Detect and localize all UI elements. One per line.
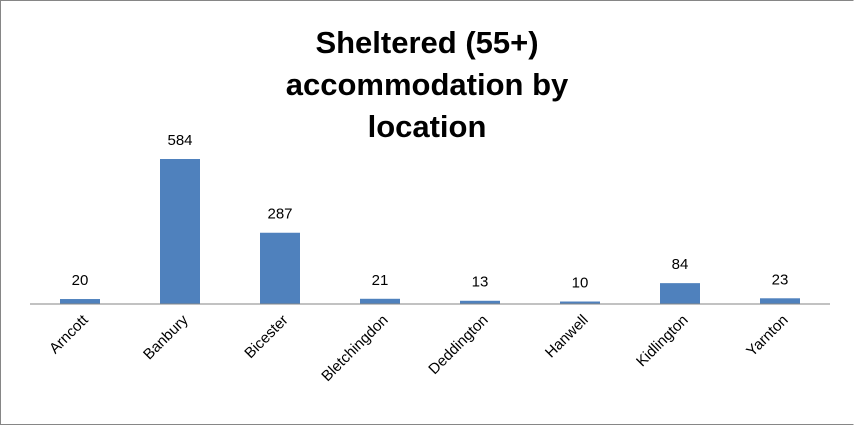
bar <box>260 232 300 304</box>
x-tick-label: Arncott <box>46 311 92 357</box>
x-tick-label: Hanwell <box>542 312 592 362</box>
bar <box>60 299 100 304</box>
x-tick-label: Yarnton <box>743 312 791 360</box>
bar <box>660 283 700 304</box>
data-label: 287 <box>267 206 292 223</box>
bar <box>560 301 600 304</box>
bar <box>460 300 500 304</box>
x-tick-label: Kidlington <box>633 312 692 371</box>
x-tick-label: Bletchingdon <box>318 312 391 385</box>
data-label: 84 <box>672 256 689 273</box>
chart-title: Sheltered (55+) accommodation by locatio… <box>285 25 569 144</box>
bar <box>360 298 400 304</box>
bar <box>160 159 200 304</box>
data-label: 584 <box>167 132 192 149</box>
bar <box>760 298 800 304</box>
data-label: 10 <box>572 274 589 291</box>
x-tick-label: Bicester <box>241 312 291 362</box>
data-label: 21 <box>372 272 389 289</box>
data-label: 13 <box>472 274 489 291</box>
data-label: 23 <box>772 271 789 288</box>
x-tick-label: Deddington <box>425 312 491 378</box>
x-tick-label: Banbury <box>140 311 192 363</box>
data-label: 20 <box>72 272 89 289</box>
